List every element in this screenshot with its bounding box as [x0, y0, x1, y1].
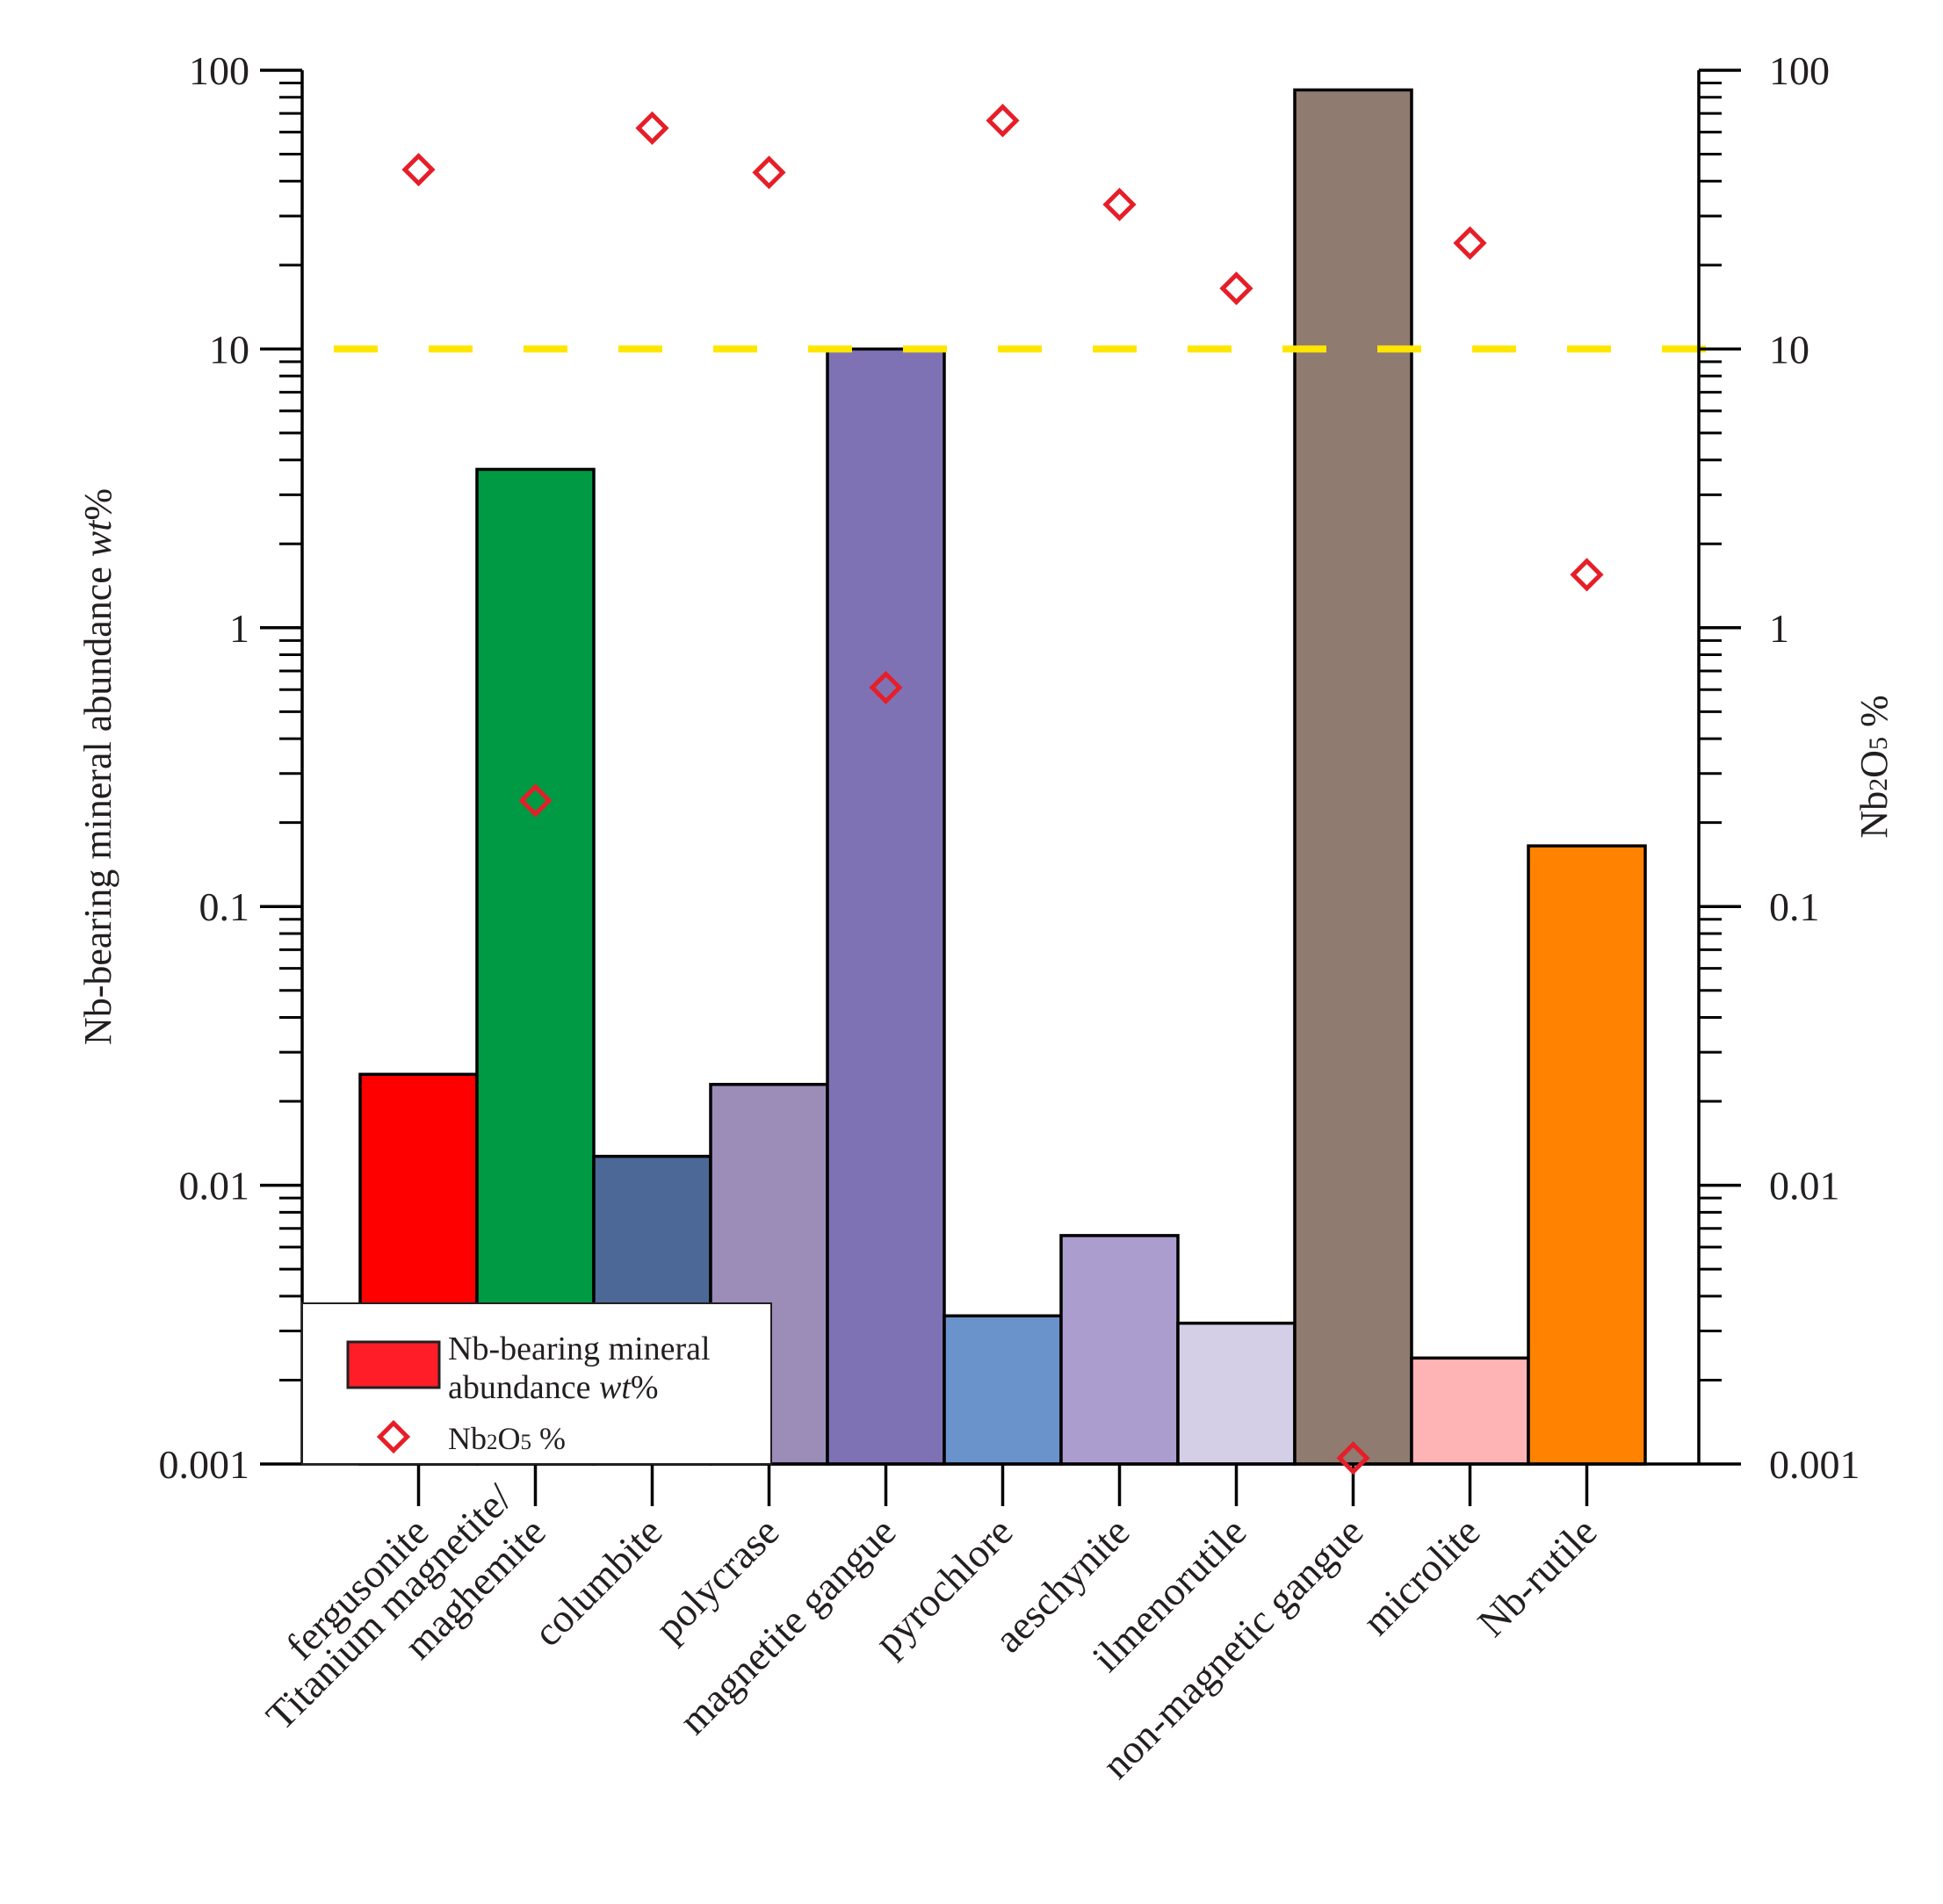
legend: Nb-bearing mineral abundance wt% Nb2O5 % [301, 1302, 772, 1465]
bar-7 [1176, 1321, 1297, 1466]
x-tick-label: microlite [1354, 1509, 1488, 1643]
y-tick-label-left: 0.1 [199, 884, 250, 929]
y-tick-label-left: 1 [229, 606, 249, 651]
bar-8 [1293, 88, 1413, 1466]
marker-series [401, 104, 1604, 1475]
x-tick-label: magnetite gangue [670, 1509, 904, 1742]
marker-4 [869, 670, 903, 705]
y-tick-label-left: 0.001 [159, 1442, 250, 1487]
bar-5 [943, 1314, 1063, 1466]
marker-2 [635, 111, 669, 145]
y-tick-label-left: 100 [189, 48, 249, 93]
bar-10 [1527, 844, 1647, 1466]
marker-9 [1453, 226, 1487, 260]
x-tick-label: columbite [524, 1509, 670, 1655]
y-tick-label-right: 0.1 [1769, 884, 1820, 929]
marker-0 [401, 153, 436, 187]
marker-7 [1219, 271, 1253, 306]
y-tick-label-right: 10 [1769, 327, 1809, 371]
y-axis-label-right: Nb2O5 % [1853, 695, 1896, 838]
axes: 100 100 10 10 1 1 0.1 0.1 0.01 0.01 0.001 0.001 [159, 48, 1860, 1506]
bar-4 [826, 347, 946, 1466]
legend-diamond-marker [376, 1419, 411, 1454]
marker-1 [518, 783, 553, 818]
bar-9 [1410, 1356, 1530, 1466]
legend-marker-label: Nb2O5 % [448, 1421, 566, 1456]
legend-bar-swatch [346, 1340, 441, 1389]
bar-6 [1059, 1234, 1180, 1466]
marker-5 [986, 104, 1020, 138]
y-tick-label-right: 100 [1769, 48, 1830, 93]
x-tick-label: Nb-rutile [1469, 1509, 1605, 1645]
y-tick-label-left: 0.01 [179, 1164, 250, 1208]
legend-bar-label-line1: Nb-bearing mineral [448, 1331, 711, 1367]
marker-3 [752, 155, 786, 190]
marker-10 [1570, 558, 1604, 592]
y-tick-label-right: 0.01 [1769, 1164, 1840, 1208]
y-tick-label-left: 10 [209, 327, 249, 371]
y-tick-label-right: 0.001 [1769, 1442, 1860, 1487]
y-tick-label-right: 1 [1769, 606, 1789, 651]
y-axis-label-left: Nb-bearing mineral abundance wt% [76, 488, 119, 1045]
legend-bar-label-line2: abundance wt% [448, 1369, 659, 1406]
marker-6 [1102, 187, 1137, 221]
bar-1 [475, 467, 596, 1466]
marker-8 [1336, 1441, 1370, 1475]
